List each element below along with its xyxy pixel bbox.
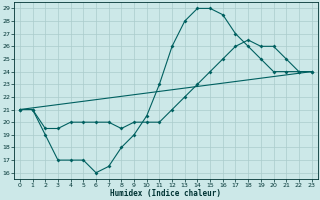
X-axis label: Humidex (Indice chaleur): Humidex (Indice chaleur) (110, 189, 221, 198)
